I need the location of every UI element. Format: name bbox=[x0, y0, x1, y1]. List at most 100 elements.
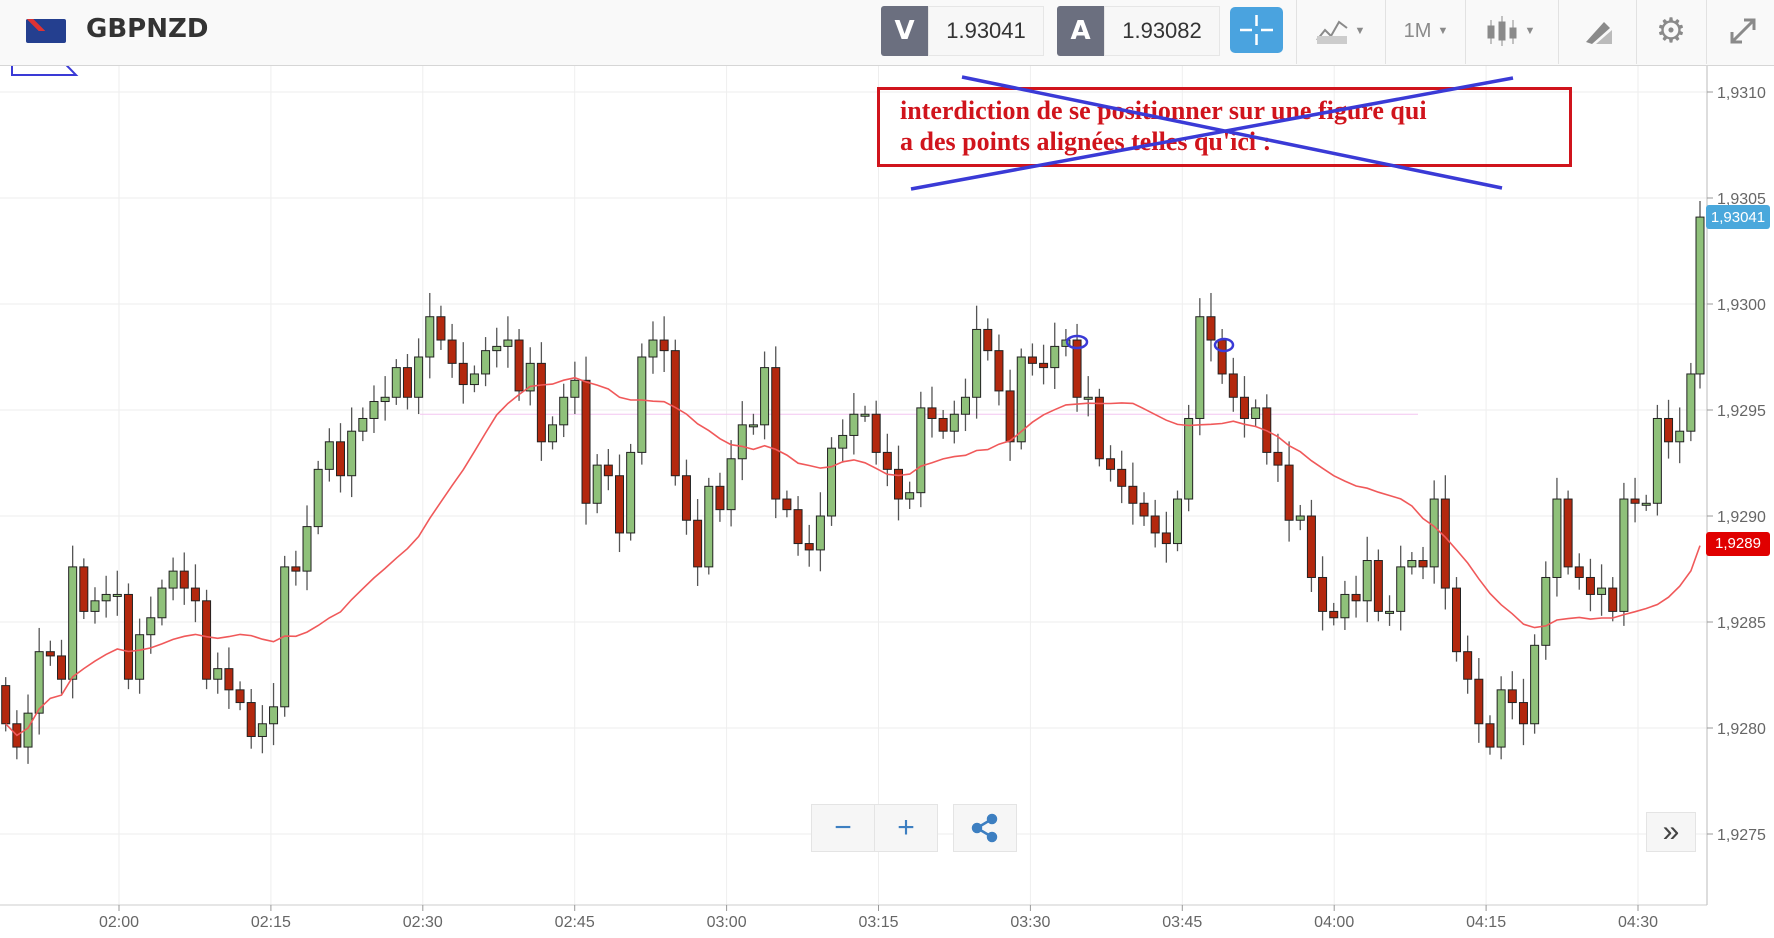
candle-up bbox=[760, 367, 770, 426]
crosshair-button[interactable] bbox=[1230, 7, 1283, 53]
candle-down bbox=[1440, 498, 1450, 589]
y-tick-label: 1,9290 bbox=[1717, 509, 1766, 526]
chart-type-dropdown[interactable]: ▼ bbox=[1308, 8, 1372, 54]
ellipse-drawing bbox=[1065, 334, 1089, 350]
candle-down bbox=[1139, 502, 1149, 517]
candle-down bbox=[1128, 485, 1138, 504]
buy-button[interactable]: A bbox=[1057, 6, 1104, 56]
candle-up bbox=[157, 587, 167, 619]
candle-up bbox=[525, 362, 535, 392]
x-tick-label: 02:00 bbox=[99, 914, 139, 931]
candle-down bbox=[514, 339, 524, 392]
candle-up bbox=[469, 373, 479, 386]
ellipse-drawing bbox=[1213, 337, 1235, 353]
candle-down bbox=[715, 485, 725, 511]
candle-down bbox=[1273, 451, 1283, 466]
candle-down bbox=[1239, 396, 1249, 419]
candle-down bbox=[1563, 498, 1573, 568]
zoom-in-button[interactable]: + bbox=[874, 804, 938, 852]
candle-down bbox=[436, 316, 446, 341]
candle-down bbox=[1284, 464, 1294, 521]
y-tick-label: 1,9310 bbox=[1717, 85, 1766, 102]
candle-up bbox=[34, 651, 44, 714]
candle-down bbox=[536, 362, 546, 443]
timeframe-dropdown[interactable]: 1M ▼ bbox=[1396, 8, 1456, 54]
candle-down bbox=[581, 379, 591, 504]
candle-up bbox=[1184, 417, 1194, 500]
zoom-out-button[interactable]: − bbox=[811, 804, 875, 852]
sell-price[interactable]: 1.93041 bbox=[928, 6, 1044, 56]
candle-down bbox=[1373, 560, 1383, 612]
candle-up bbox=[90, 600, 100, 612]
candle-down bbox=[670, 350, 680, 477]
candle-down bbox=[1608, 587, 1618, 612]
share-button[interactable] bbox=[953, 804, 1017, 852]
candle-up bbox=[257, 723, 267, 737]
candle-down bbox=[882, 451, 892, 470]
scroll-to-latest-button[interactable]: » bbox=[1646, 812, 1696, 852]
candle-down bbox=[1228, 373, 1238, 398]
candle-up bbox=[1050, 345, 1060, 369]
x-tick-label: 02:30 bbox=[403, 914, 443, 931]
candle-up bbox=[503, 339, 513, 347]
candle-up bbox=[748, 424, 758, 428]
candle-down bbox=[1329, 610, 1339, 619]
candle-down bbox=[681, 475, 691, 521]
x-tick-label: 03:45 bbox=[1162, 914, 1202, 931]
sell-button[interactable]: V bbox=[881, 6, 928, 56]
y-tick-label: 1,9305 bbox=[1717, 191, 1766, 208]
candle-down bbox=[45, 651, 55, 657]
candle-up bbox=[1173, 498, 1182, 545]
annotation-text-line: interdiction de se positionner sur une f… bbox=[900, 96, 1427, 125]
candle-down bbox=[1351, 593, 1361, 602]
moving-average-tag: 1,9289 bbox=[1706, 531, 1770, 556]
candle-up bbox=[112, 593, 122, 597]
candle-up bbox=[1552, 498, 1562, 578]
candle-up bbox=[559, 396, 569, 426]
x-tick-label: 03:30 bbox=[1010, 914, 1050, 931]
candle-down bbox=[224, 668, 234, 691]
candle-type-dropdown[interactable]: ▼ bbox=[1475, 8, 1545, 54]
candle-up bbox=[213, 668, 223, 680]
candle-up bbox=[1675, 430, 1685, 443]
y-tick-label: 1,9280 bbox=[1717, 721, 1766, 738]
candle-down bbox=[1005, 390, 1015, 443]
moving-average-line bbox=[5, 376, 1701, 737]
candle-down bbox=[1, 685, 11, 725]
draw-tools-button[interactable] bbox=[1575, 8, 1621, 54]
candle-up bbox=[380, 396, 390, 403]
candle-up bbox=[737, 424, 747, 460]
chevron-down-icon: ▼ bbox=[1437, 25, 1449, 37]
share-icon bbox=[971, 813, 998, 843]
candle-up bbox=[481, 350, 491, 375]
candle-down bbox=[994, 350, 1004, 392]
candle-up bbox=[146, 617, 156, 636]
candle-up bbox=[637, 356, 647, 453]
candle-up bbox=[1295, 515, 1305, 521]
candle-down bbox=[603, 464, 613, 477]
candle-down bbox=[1518, 702, 1528, 725]
candle-down bbox=[246, 702, 256, 737]
candle-up bbox=[570, 379, 580, 398]
buy-price[interactable]: 1.93082 bbox=[1104, 6, 1220, 56]
candle-up bbox=[648, 339, 658, 358]
candle-down bbox=[1418, 560, 1428, 568]
candle-up bbox=[1530, 644, 1540, 725]
symbol-title: GBPNZD bbox=[86, 14, 209, 44]
candle-down bbox=[1630, 498, 1640, 504]
x-tick-label: 04:00 bbox=[1314, 914, 1354, 931]
candle-up bbox=[1652, 417, 1662, 504]
fullscreen-button[interactable] bbox=[1720, 8, 1766, 54]
candle-down bbox=[1039, 362, 1049, 369]
candle-up bbox=[949, 413, 959, 432]
candlestick-icon bbox=[1487, 16, 1517, 46]
candle-up bbox=[1686, 373, 1696, 432]
candle-up bbox=[916, 407, 926, 494]
settings-button[interactable]: ⚙ bbox=[1648, 8, 1694, 54]
candle-up bbox=[548, 424, 558, 443]
candle-down bbox=[57, 655, 66, 680]
candle-up bbox=[358, 417, 368, 432]
candle-down bbox=[1485, 723, 1495, 748]
candle-up bbox=[905, 492, 915, 500]
